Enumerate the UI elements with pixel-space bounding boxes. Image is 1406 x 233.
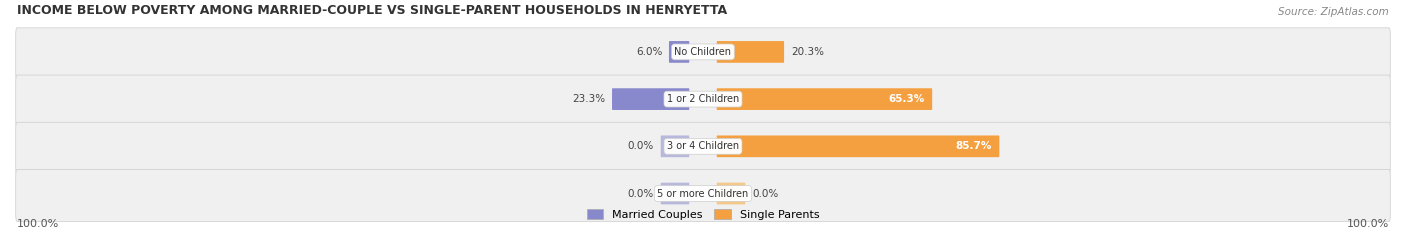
FancyBboxPatch shape: [15, 122, 1391, 174]
Text: 85.7%: 85.7%: [956, 141, 993, 151]
Text: 1 or 2 Children: 1 or 2 Children: [666, 94, 740, 104]
Text: 100.0%: 100.0%: [1347, 219, 1389, 230]
Text: 23.3%: 23.3%: [572, 94, 606, 104]
FancyBboxPatch shape: [717, 88, 932, 110]
FancyBboxPatch shape: [15, 75, 1391, 127]
Text: Source: ZipAtlas.com: Source: ZipAtlas.com: [1278, 7, 1389, 17]
Text: 5 or more Children: 5 or more Children: [658, 188, 748, 199]
Text: 100.0%: 100.0%: [17, 219, 59, 230]
FancyBboxPatch shape: [15, 28, 1391, 80]
FancyBboxPatch shape: [612, 88, 689, 110]
Text: 6.0%: 6.0%: [636, 47, 662, 57]
Text: 0.0%: 0.0%: [752, 188, 779, 199]
Text: 20.3%: 20.3%: [790, 47, 824, 57]
Text: INCOME BELOW POVERTY AMONG MARRIED-COUPLE VS SINGLE-PARENT HOUSEHOLDS IN HENRYET: INCOME BELOW POVERTY AMONG MARRIED-COUPL…: [17, 3, 727, 17]
FancyBboxPatch shape: [669, 41, 689, 63]
Text: No Children: No Children: [675, 47, 731, 57]
FancyBboxPatch shape: [717, 41, 785, 63]
Text: 0.0%: 0.0%: [627, 188, 654, 199]
FancyBboxPatch shape: [661, 183, 689, 204]
FancyBboxPatch shape: [717, 183, 745, 204]
Legend: Married Couples, Single Parents: Married Couples, Single Parents: [583, 206, 823, 223]
FancyBboxPatch shape: [661, 135, 689, 157]
FancyBboxPatch shape: [15, 169, 1391, 221]
Text: 65.3%: 65.3%: [889, 94, 925, 104]
FancyBboxPatch shape: [717, 135, 1000, 157]
Text: 0.0%: 0.0%: [627, 141, 654, 151]
Text: 3 or 4 Children: 3 or 4 Children: [666, 141, 740, 151]
